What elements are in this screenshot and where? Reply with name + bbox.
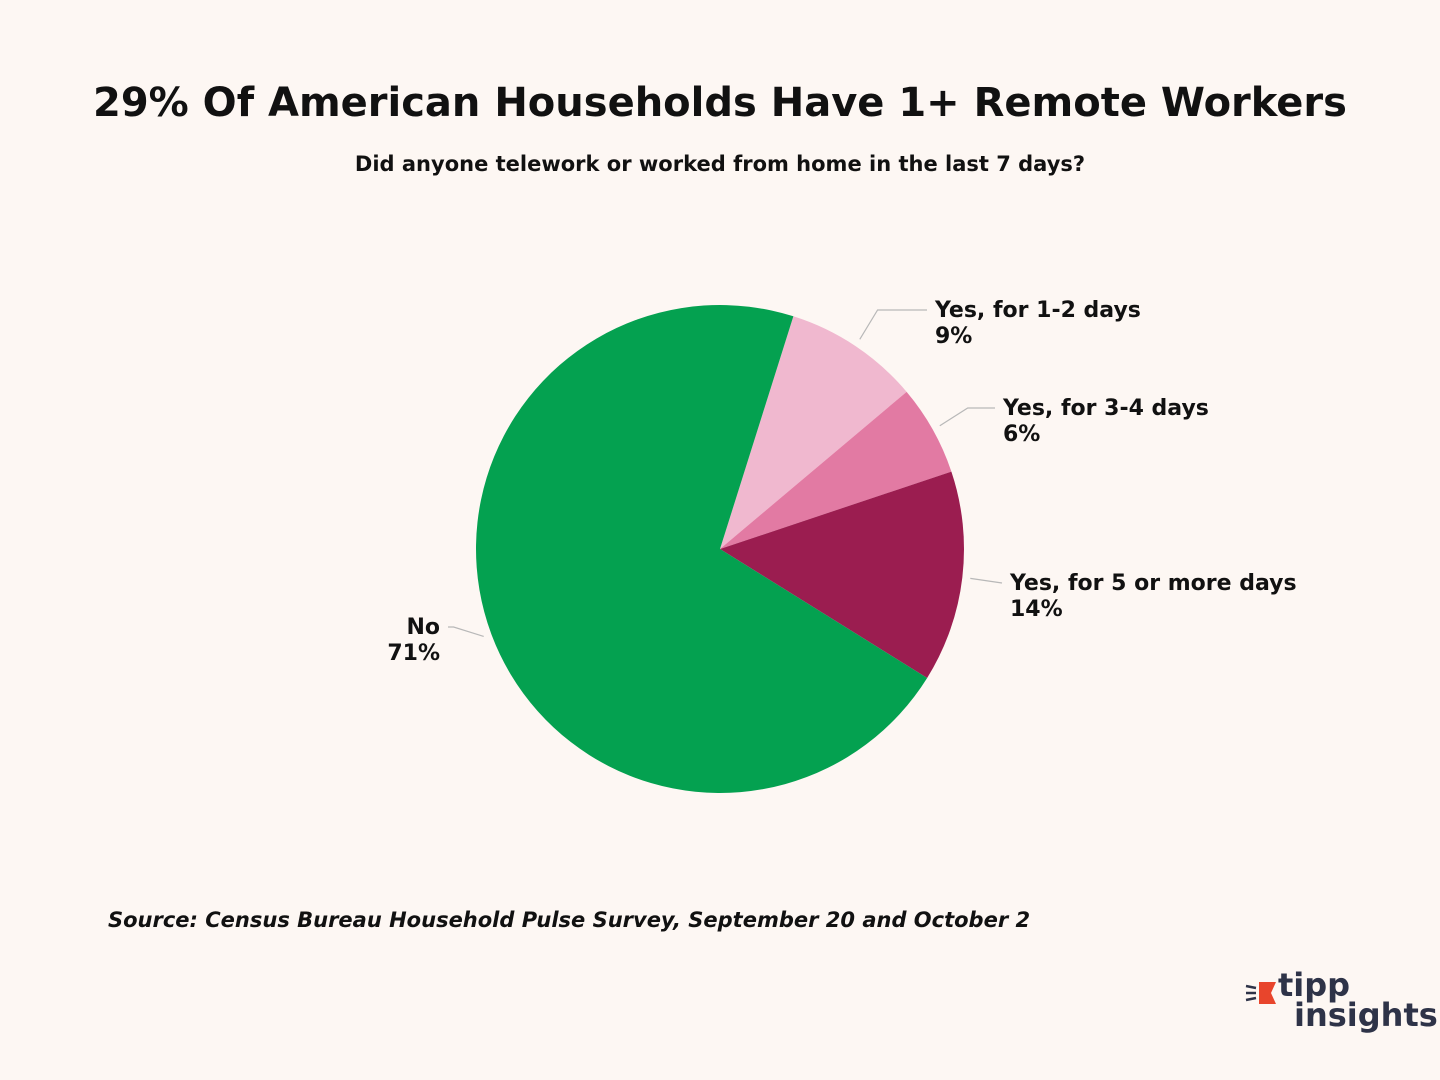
logo-flag-icon (1245, 982, 1276, 1004)
tipp-insights-logo: tipp insights (1244, 966, 1438, 1036)
logo-accent-shape (1259, 982, 1276, 1004)
chart-subtitle: Did anyone telework or worked from home … (354, 152, 1086, 176)
pie-leader-line (939, 407, 995, 427)
pie-slice (720, 391, 952, 549)
chart-title: 29% Of American Households Have 1+ Remot… (93, 80, 1347, 126)
pie-slice-label: Yes, for 1-2 days (934, 298, 1141, 323)
pie-slice (720, 316, 907, 549)
pie-slice (476, 304, 928, 793)
logo-text-top: tipp (1278, 966, 1351, 1004)
pie-slice-value-label: 14% (1010, 597, 1063, 622)
pie-leader-line (970, 577, 1003, 584)
pie-slice-label: No (406, 615, 440, 640)
pie-leader-lines (448, 309, 1003, 637)
pie-slice-label: Yes, for 5 or more days (1009, 571, 1297, 596)
pie-leader-line (448, 626, 484, 637)
logo-text-bottom: insights (1294, 996, 1438, 1034)
pie-slice (720, 471, 964, 678)
source-note: Source: Census Bureau Household Pulse Su… (108, 908, 1031, 932)
pie-slice-value-label: 71% (387, 641, 440, 666)
pie-slice-value-label: 6% (1003, 422, 1040, 447)
pie-leader-line (859, 309, 927, 340)
pie-slice-label: Yes, for 3-4 days (1002, 396, 1209, 421)
pie-slice-value-label: 9% (935, 324, 972, 349)
pie-slices (476, 304, 964, 793)
